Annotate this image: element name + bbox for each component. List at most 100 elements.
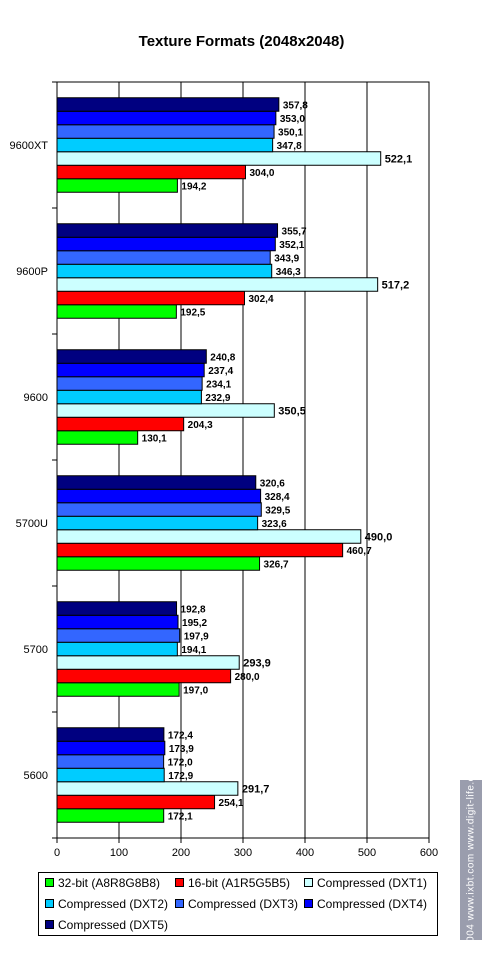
category-label: 5600 [24, 770, 48, 782]
data-label: 320,6 [260, 479, 285, 490]
legend-item: Compressed (DXT3) [175, 896, 298, 912]
bar [56, 542, 344, 558]
x-tick-label: 200 [172, 847, 190, 859]
bar [56, 781, 239, 796]
legend-swatch [304, 878, 313, 888]
data-label: 237,4 [208, 366, 233, 377]
bar [56, 290, 245, 306]
legend-label: Compressed (DXT5) [58, 918, 169, 932]
bar [56, 124, 275, 139]
bar [56, 740, 166, 756]
data-label: 347,8 [277, 141, 302, 152]
legend-label: Compressed (DXT4) [317, 897, 428, 911]
bar [56, 376, 203, 391]
legend-label: Compressed (DXT3) [188, 897, 299, 911]
data-label: 490,0 [365, 532, 393, 544]
bar [56, 236, 276, 252]
bar [56, 389, 202, 405]
bar [56, 628, 181, 643]
legend-item: Compressed (DXT4) [304, 896, 427, 912]
legend-swatch [45, 920, 54, 930]
bar [56, 416, 185, 432]
data-label: 353,0 [280, 114, 305, 125]
category-label: 5700 [24, 644, 48, 656]
data-label: 350,1 [278, 128, 303, 139]
data-label: 192,5 [180, 308, 205, 319]
data-label: 197,9 [184, 632, 209, 643]
data-label: 304,0 [249, 168, 274, 179]
x-tick-label: 500 [358, 847, 376, 859]
bar [56, 430, 139, 445]
bar [56, 655, 240, 670]
x-tick-label: 300 [234, 847, 252, 859]
data-label: 130,1 [142, 434, 167, 445]
bar [56, 137, 274, 153]
legend-label: Compressed (DXT2) [58, 897, 169, 911]
data-label: 280,0 [235, 672, 260, 683]
data-label: 517,2 [382, 280, 410, 292]
data-label: 232,9 [205, 393, 230, 404]
data-label: 172,0 [168, 758, 193, 769]
bar [56, 682, 180, 697]
bar [56, 502, 262, 517]
bar [56, 263, 273, 279]
data-label: 194,2 [181, 182, 206, 193]
data-label: 293,9 [243, 658, 271, 670]
legend-label: 16-bit (A1R5G5B5) [188, 876, 291, 890]
bar [56, 304, 177, 319]
data-label: 323,6 [262, 519, 287, 530]
chart-title: Texture Formats (2048x2048) [138, 33, 345, 50]
legend-swatch [45, 899, 54, 909]
data-label: 172,9 [168, 771, 193, 782]
bar [56, 668, 232, 684]
data-label: 197,0 [183, 686, 208, 697]
data-label: 240,8 [210, 353, 235, 364]
data-label: 355,7 [282, 227, 307, 238]
x-tick-label: 100 [110, 847, 128, 859]
data-label: 343,9 [274, 254, 299, 265]
bar [56, 164, 246, 180]
data-label: 357,8 [283, 101, 308, 112]
legend-item: Compressed (DXT2) [45, 896, 168, 912]
bar [56, 110, 277, 126]
bar [56, 641, 178, 657]
data-label: 254,1 [219, 798, 244, 809]
data-label: 346,3 [276, 267, 301, 278]
watermark-text: © 2004 www.ixbt.com www.digit-life.com [465, 760, 477, 959]
legend-item: 16-bit (A1R5G5B5) [175, 875, 290, 891]
data-label: 329,5 [265, 506, 290, 517]
bar [56, 488, 262, 504]
category-label: 9600P [16, 266, 48, 278]
legend-item: Compressed (DXT5) [45, 917, 168, 933]
bar [56, 614, 179, 630]
legend-swatch [175, 878, 184, 888]
bar [56, 250, 271, 265]
data-label: 172,4 [168, 731, 193, 742]
x-tick-label: 600 [420, 847, 438, 859]
bar [56, 754, 165, 769]
data-label: 328,4 [265, 492, 290, 503]
bar [56, 178, 178, 193]
bar [56, 767, 165, 783]
data-label: 192,8 [181, 605, 206, 616]
bar [56, 529, 362, 544]
bar [56, 794, 216, 810]
bar [56, 362, 205, 378]
legend-swatch [175, 899, 184, 909]
category-label: 5700U [16, 518, 48, 530]
data-label: 172,1 [168, 812, 193, 823]
bar [56, 556, 261, 571]
legend-item: Compressed (DXT1) [304, 875, 427, 891]
bar [56, 808, 165, 823]
data-label: 302,4 [248, 294, 273, 305]
x-tick-label: 0 [54, 847, 60, 859]
legend-label: Compressed (DXT1) [317, 876, 428, 890]
legend-label: 32-bit (A8R8G8B8) [58, 876, 161, 890]
bar [56, 515, 259, 531]
data-label: 204,3 [188, 420, 213, 431]
legend-swatch [304, 899, 313, 909]
x-tick-label: 400 [296, 847, 314, 859]
data-label: 326,7 [264, 560, 289, 571]
data-label: 194,1 [181, 645, 206, 656]
